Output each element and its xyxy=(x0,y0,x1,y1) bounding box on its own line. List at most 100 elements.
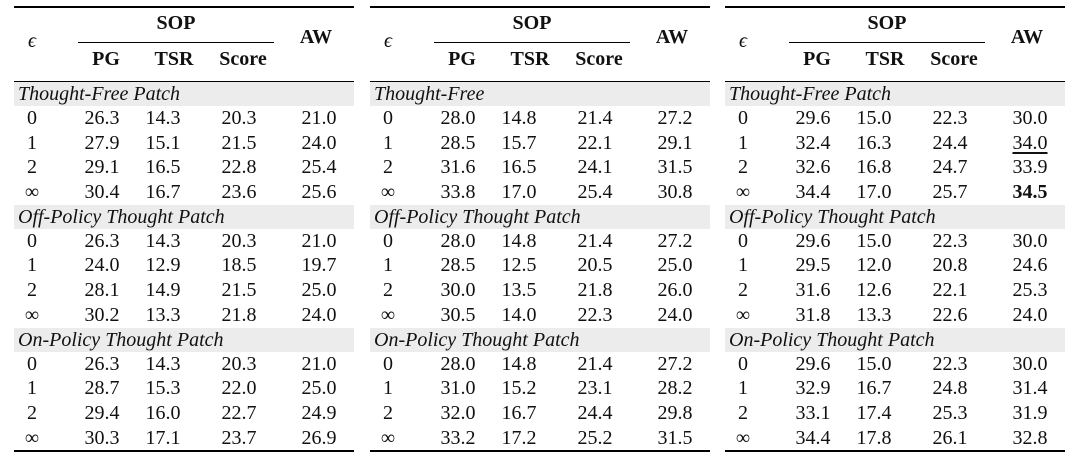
score-cell: 20.3 xyxy=(221,229,257,252)
score-header: Score xyxy=(930,48,978,70)
epsilon-cell: ∞ xyxy=(380,303,396,326)
tsr-cell: 15.2 xyxy=(501,377,537,400)
results-table-3: ϵ SOP PG TSR Score AW Thought-Free Patch 0 29.6 1… xyxy=(725,6,1065,453)
tsr-header: TSR xyxy=(510,48,550,70)
pg-cell: 26.3 xyxy=(84,352,120,375)
score-cell: 21.5 xyxy=(221,279,257,302)
pg-cell: 28.5 xyxy=(440,131,476,154)
aw-cell: 24.0 xyxy=(1012,303,1048,326)
table-row: 2 32.6 16.8 24.7 33.9 xyxy=(725,155,1065,180)
tsr-cell: 17.0 xyxy=(856,181,892,204)
aw-cell: 26.0 xyxy=(657,279,693,302)
tsr-cell: 17.8 xyxy=(856,426,892,449)
aw-cell: 27.2 xyxy=(657,107,693,129)
table-row: ∞ 33.8 17.0 25.4 30.8 xyxy=(370,180,710,205)
tsr-cell: 14.3 xyxy=(145,107,181,129)
top-rule xyxy=(725,6,1065,8)
epsilon-cell: 1 xyxy=(27,254,37,277)
pg-cell: 31.6 xyxy=(795,279,831,302)
score-cell: 21.4 xyxy=(577,107,613,129)
tsr-cell: 15.0 xyxy=(856,352,892,375)
aw-header: AW xyxy=(1010,26,1044,48)
pg-cell: 30.2 xyxy=(84,303,120,326)
results-table-2: ϵ SOP PG TSR Score AW Thought-Free 0 28.0 14.8 21.… xyxy=(370,6,710,453)
table-row: 1 29.5 12.0 20.8 24.6 xyxy=(725,253,1065,278)
epsilon-cell: 2 xyxy=(738,279,748,302)
pg-cell: 33.8 xyxy=(440,181,476,204)
score-cell: 25.3 xyxy=(932,401,968,424)
section-title: On-Policy Thought Patch xyxy=(370,327,710,352)
aw-cell: 34.5 xyxy=(1012,181,1048,204)
epsilon-cell: 0 xyxy=(738,107,748,129)
aw-cell: 25.0 xyxy=(657,254,693,277)
epsilon-cell: 2 xyxy=(383,401,393,424)
table-row: ∞ 30.3 17.1 23.7 26.9 xyxy=(14,426,354,451)
tsr-cell: 13.5 xyxy=(501,279,537,302)
aw-cell: 27.2 xyxy=(657,352,693,375)
epsilon-cell: 0 xyxy=(27,107,37,129)
top-rule xyxy=(14,6,354,8)
pg-cell: 29.4 xyxy=(84,401,120,424)
tsr-cell: 15.7 xyxy=(501,131,537,154)
table-header: ϵ SOP PG TSR Score AW xyxy=(14,8,354,81)
tsr-cell: 14.8 xyxy=(501,107,537,129)
section-title: Thought-Free xyxy=(370,82,710,106)
tsr-cell: 17.0 xyxy=(501,181,537,204)
table-row: 1 28.5 15.7 22.1 29.1 xyxy=(370,131,710,156)
tsr-cell: 15.3 xyxy=(145,377,181,400)
tsr-cell: 14.3 xyxy=(145,229,181,252)
epsilon-cell: ∞ xyxy=(380,426,396,449)
tsr-cell: 13.3 xyxy=(856,303,892,326)
table-row: 2 31.6 16.5 24.1 31.5 xyxy=(370,155,710,180)
score-cell: 24.1 xyxy=(577,156,613,179)
epsilon-cell: 2 xyxy=(27,401,37,424)
epsilon-cell: 1 xyxy=(738,377,748,400)
tsr-cell: 17.4 xyxy=(856,401,892,424)
pg-cell: 29.6 xyxy=(795,352,831,375)
tsr-cell: 15.1 xyxy=(145,131,181,154)
tsr-cell: 12.5 xyxy=(501,254,537,277)
pg-cell: 26.3 xyxy=(84,107,120,129)
pg-cell: 32.0 xyxy=(440,401,476,424)
epsilon-cell: 0 xyxy=(27,352,37,375)
pg-cell: 33.2 xyxy=(440,426,476,449)
pg-cell: 29.6 xyxy=(795,229,831,252)
pg-cell: 29.5 xyxy=(795,254,831,277)
tsr-cell: 15.0 xyxy=(856,107,892,129)
tsr-cell: 14.3 xyxy=(145,352,181,375)
score-cell: 22.8 xyxy=(221,156,257,179)
score-cell: 21.5 xyxy=(221,131,257,154)
sop-underline xyxy=(789,42,985,43)
epsilon-cell: ∞ xyxy=(24,426,40,449)
table-row: 1 27.9 15.1 21.5 24.0 xyxy=(14,131,354,156)
epsilon-cell: ∞ xyxy=(24,181,40,204)
aw-cell: 21.0 xyxy=(301,107,337,129)
epsilon-cell: 1 xyxy=(738,131,748,154)
aw-cell: 26.9 xyxy=(301,426,337,449)
sop-header: SOP xyxy=(156,12,196,34)
pg-cell: 27.9 xyxy=(84,131,120,154)
table-row: 0 29.6 15.0 22.3 30.0 xyxy=(725,106,1065,131)
aw-cell: 25.3 xyxy=(1012,279,1048,302)
pg-cell: 32.6 xyxy=(795,156,831,179)
epsilon-cell: ∞ xyxy=(735,181,751,204)
epsilon-cell: 0 xyxy=(383,107,393,129)
epsilon-header: ϵ xyxy=(739,30,748,52)
aw-cell: 32.8 xyxy=(1012,426,1048,449)
section-title: Off-Policy Thought Patch xyxy=(725,204,1065,229)
score-cell: 22.3 xyxy=(577,303,613,326)
epsilon-cell: 2 xyxy=(27,156,37,179)
pg-cell: 33.1 xyxy=(795,401,831,424)
table-row: ∞ 33.2 17.2 25.2 31.5 xyxy=(370,426,710,451)
table-row: 2 31.6 12.6 22.1 25.3 xyxy=(725,278,1065,303)
aw-header: AW xyxy=(299,26,333,48)
score-cell: 24.7 xyxy=(932,156,968,179)
section-title: Thought-Free Patch xyxy=(725,82,1065,106)
pg-cell: 28.0 xyxy=(440,229,476,252)
epsilon-cell: 2 xyxy=(27,279,37,302)
table-row: ∞ 34.4 17.8 26.1 32.8 xyxy=(725,426,1065,451)
table-row: ∞ 34.4 17.0 25.7 34.5 xyxy=(725,180,1065,205)
score-cell: 21.8 xyxy=(577,279,613,302)
score-cell: 22.6 xyxy=(932,303,968,326)
score-cell: 25.2 xyxy=(577,426,613,449)
